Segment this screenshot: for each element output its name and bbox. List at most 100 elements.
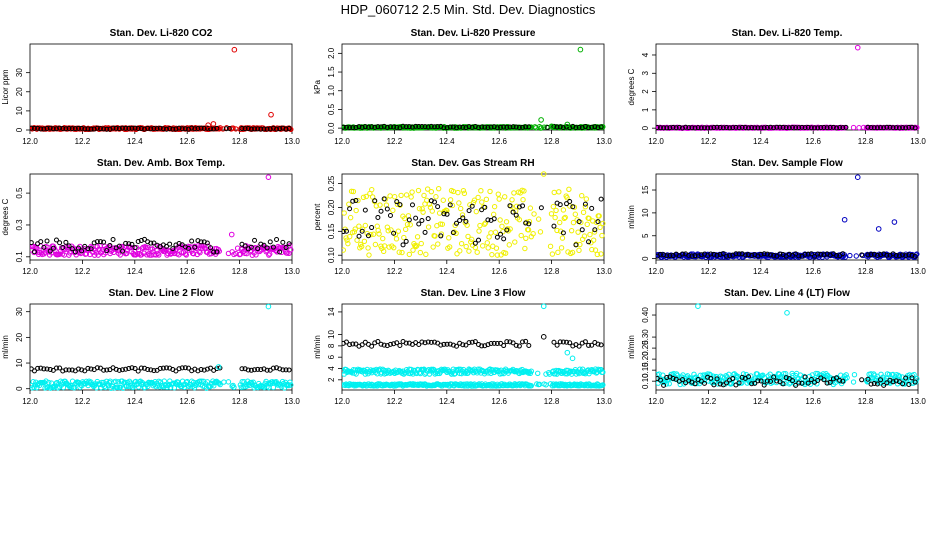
data-point-black [258, 367, 264, 373]
data-point-main [407, 222, 413, 228]
data-point-black [821, 377, 827, 383]
y-tick-label: 0.40 [641, 307, 650, 323]
data-point-black [739, 124, 745, 130]
y-tick-label: 30 [15, 307, 24, 316]
data-point-black [730, 125, 736, 131]
data-point-black [283, 126, 289, 132]
data-point-black [63, 126, 69, 132]
data-point-black [252, 237, 258, 243]
outlier-point [231, 46, 238, 53]
data-point-black [101, 239, 107, 245]
x-tick-label: 13.0 [284, 137, 300, 146]
data-point-black [749, 253, 755, 259]
data-point-black [91, 126, 97, 132]
data-point-black [447, 124, 453, 130]
data-point-black [258, 126, 264, 132]
data-point-black [173, 368, 179, 374]
outlier-point [564, 121, 571, 128]
data-point-black [447, 202, 453, 208]
data-point-black [129, 125, 135, 131]
data-point-black [488, 124, 494, 130]
data-point-main [239, 378, 245, 385]
x-tick-label: 12.2 [387, 397, 403, 406]
data-point-black [82, 126, 88, 132]
data-point-black [97, 239, 103, 245]
x-tick-label: 12.0 [22, 267, 38, 276]
x-tick-label: 12.4 [753, 137, 769, 146]
data-point-black [274, 236, 280, 242]
data-point-black [75, 245, 81, 251]
data-point-main [344, 237, 350, 243]
data-point-black [176, 125, 182, 131]
data-points [656, 303, 920, 388]
data-point-main [509, 197, 515, 203]
x-tick-label: 12.0 [22, 397, 38, 406]
x-tick-label: 12.6 [805, 267, 821, 276]
data-point-main [266, 252, 272, 258]
x-tick-label: 12.6 [805, 137, 821, 146]
data-point-main [592, 247, 599, 253]
data-point-black [211, 126, 217, 132]
data-point-black [727, 125, 733, 131]
data-point-black [280, 125, 286, 131]
outlier-point [540, 334, 547, 340]
data-point-black [834, 375, 840, 381]
data-point-black [69, 246, 75, 252]
x-tick-label: 12.2 [75, 137, 91, 146]
data-point-black [82, 368, 88, 374]
data-point-black [94, 125, 100, 131]
data-point-black [104, 248, 110, 254]
data-point-black [903, 125, 909, 131]
data-point-black [661, 252, 667, 258]
data-point-black [893, 252, 899, 258]
data-point-black [372, 198, 378, 204]
data-point-black [692, 253, 698, 259]
data-point-black [53, 237, 59, 243]
data-point-main [482, 220, 489, 226]
data-point-black [767, 252, 773, 258]
data-point-main [554, 227, 560, 234]
data-point-main [408, 194, 414, 200]
data-point-main [458, 240, 465, 247]
data-point-black [790, 124, 796, 130]
y-tick-label: 14 [327, 307, 336, 316]
data-point-main [847, 252, 853, 259]
data-point-black [859, 377, 865, 383]
data-point-main [850, 379, 857, 385]
data-point-main [590, 237, 597, 243]
data-point-main [583, 196, 590, 202]
data-point-black [815, 251, 821, 257]
data-point-black [450, 342, 456, 348]
data-point-main [412, 242, 418, 249]
data-point-main [437, 221, 444, 227]
data-point-black [369, 343, 375, 349]
y-axis-label: ml/min [313, 335, 322, 359]
data-point-main [579, 193, 585, 199]
y-tick-label: 0 [641, 256, 650, 261]
data-point-black [554, 124, 560, 130]
data-point-black [573, 125, 579, 131]
data-point-black [286, 125, 292, 131]
data-point-black [479, 343, 485, 349]
data-point-black [66, 367, 72, 373]
data-point-black [342, 124, 346, 130]
data-point-main [353, 371, 359, 377]
data-point-black [767, 378, 773, 384]
data-point-main [139, 245, 145, 251]
data-point-black [400, 123, 406, 129]
data-point-black [485, 125, 491, 131]
y-tick-label: 20 [15, 332, 24, 341]
data-point-black [41, 366, 47, 372]
data-point-main [356, 223, 362, 229]
data-point-black [761, 251, 767, 257]
data-point-main [373, 203, 380, 209]
data-point-main [503, 219, 510, 225]
data-point-black [31, 125, 37, 131]
data-point-black [50, 126, 56, 132]
data-point-main [353, 207, 359, 214]
data-point-main [566, 186, 572, 192]
data-point-black [595, 219, 601, 225]
data-point-main [511, 190, 517, 196]
data-point-main [190, 251, 197, 257]
data-point-black [444, 341, 450, 347]
